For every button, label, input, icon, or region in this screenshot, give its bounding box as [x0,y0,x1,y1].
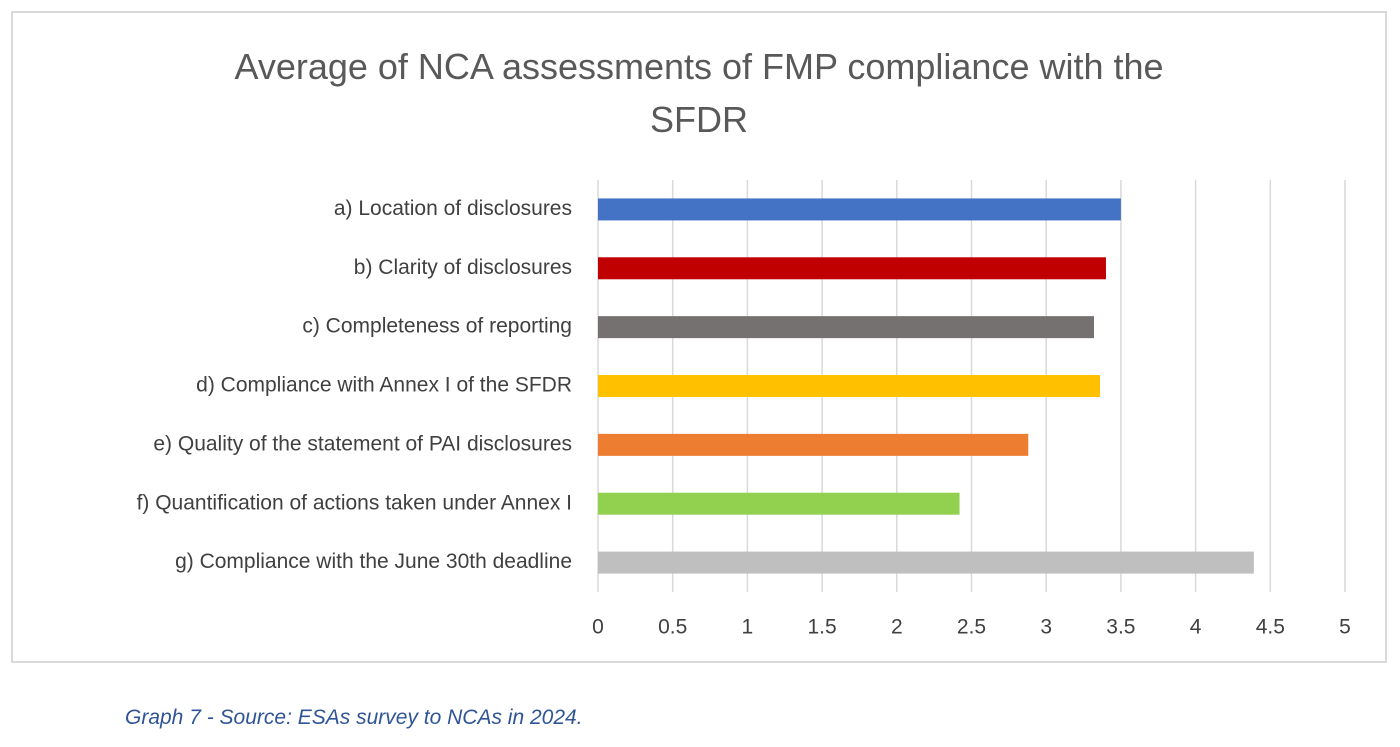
x-tick-label: 0.5 [658,616,687,639]
x-tick-label: 0 [592,616,604,639]
x-tick-label: 1.5 [807,616,836,639]
bar [598,433,1029,456]
x-tick-label: 5 [1339,616,1351,639]
x-tick-label: 1 [742,616,754,639]
x-tick-label: 3.5 [1106,616,1135,639]
caption: Graph 7 - Source: ESAs survey to NCAs in… [125,706,583,729]
bar [598,198,1121,221]
y-tick-label: e) Quality of the statement of PAI discl… [153,432,572,455]
bar [598,375,1100,397]
x-tick-label: 4.5 [1256,616,1285,639]
bar [598,551,1254,574]
x-tick-label: 2 [891,616,903,639]
y-tick-label: d) Compliance with Annex I of the SFDR [196,374,572,397]
y-tick-label: a) Location of disclosures [334,197,572,220]
x-tick-label: 2.5 [957,616,986,639]
bar [598,492,960,515]
x-tick-label: 3 [1040,616,1052,639]
x-tick-label: 4 [1190,616,1202,639]
y-tick-label: f) Quantification of actions taken under… [137,491,572,514]
bar [598,257,1106,280]
chart-title: Average of NCA assessments of FMP compli… [234,46,1164,140]
bar [598,316,1095,339]
y-tick-label: b) Clarity of disclosures [354,256,572,279]
y-tick-label: c) Completeness of reporting [302,315,572,338]
y-tick-label: g) Compliance with the June 30th deadlin… [175,550,572,573]
